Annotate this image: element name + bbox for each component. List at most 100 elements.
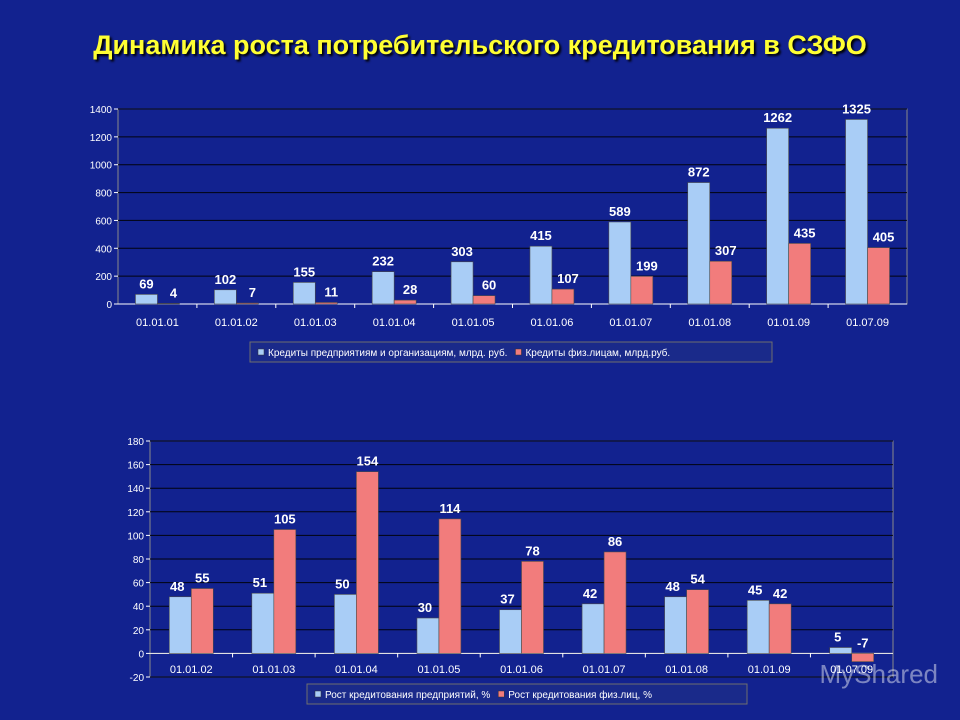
bar-blue — [766, 127, 789, 305]
x-tick-label: 01.01.02 — [170, 664, 213, 676]
y-tick-label: 1000 — [90, 161, 113, 172]
y-tick-label: 60 — [133, 579, 145, 590]
bar-red — [867, 247, 890, 305]
y-tick-label: 80 — [133, 555, 145, 566]
data-label: 42 — [583, 586, 597, 601]
y-tick-label: -20 — [130, 673, 145, 684]
data-label: 1325 — [842, 101, 871, 116]
x-tick-label: 01.01.06 — [531, 317, 574, 329]
data-label: 232 — [372, 254, 394, 269]
bar-blue — [214, 289, 237, 305]
x-tick-label: 01.01.04 — [335, 664, 378, 676]
bar-red — [393, 299, 417, 305]
x-tick-label: 01.07.09 — [830, 664, 873, 676]
data-label: 69 — [139, 276, 153, 291]
bar-red — [236, 302, 259, 305]
y-tick-label: 600 — [95, 216, 112, 227]
bar-red — [438, 518, 462, 654]
y-tick-label: 1400 — [90, 105, 113, 116]
data-label: 55 — [195, 571, 209, 586]
data-label: 86 — [608, 534, 622, 549]
x-tick-label: 01.01.05 — [452, 317, 495, 329]
legend-box — [306, 683, 748, 705]
x-tick-label: 01.01.03 — [294, 317, 337, 329]
data-label: 303 — [451, 244, 473, 259]
bar-blue — [416, 617, 440, 654]
bar-blue — [168, 596, 192, 654]
y-tick-label: 1200 — [90, 133, 113, 144]
y-tick-label: 40 — [133, 602, 145, 613]
data-label: 7 — [249, 285, 256, 300]
x-tick-label: 01.07.09 — [846, 317, 889, 329]
legend-label: Кредиты предприятиям и организациям, млр… — [268, 347, 507, 359]
bar-red — [472, 295, 496, 305]
bar-red — [157, 303, 180, 305]
bar-blue — [450, 261, 474, 305]
bar-blue — [529, 245, 553, 305]
data-label: -7 — [857, 635, 869, 650]
legend-label: Кредиты физ.лицам, млрд.руб. — [525, 347, 670, 359]
data-label: 28 — [403, 282, 417, 297]
y-tick-label: 120 — [127, 508, 144, 519]
bar-red — [788, 243, 811, 305]
data-label: 102 — [214, 272, 236, 287]
data-label: 415 — [530, 228, 552, 243]
bar-blue — [581, 603, 605, 654]
x-tick-label: 01.01.08 — [688, 317, 731, 329]
bar-red — [851, 653, 875, 662]
y-tick-label: 160 — [127, 461, 144, 472]
y-tick-label: 20 — [133, 626, 145, 637]
data-label: 872 — [688, 165, 710, 180]
bar-red — [686, 589, 709, 654]
bar-red — [603, 551, 627, 654]
bar-blue — [371, 271, 395, 305]
data-label: 54 — [690, 572, 705, 587]
data-label: 114 — [439, 501, 461, 516]
y-tick-label: 140 — [127, 484, 144, 495]
y-tick-label: 100 — [127, 531, 144, 542]
data-label: 50 — [335, 576, 349, 591]
data-label: 199 — [636, 258, 658, 273]
data-label: 589 — [609, 204, 631, 219]
data-label: 51 — [253, 575, 267, 590]
x-tick-label: 01.01.09 — [748, 664, 791, 676]
bar-red — [630, 275, 654, 305]
legend-swatch — [498, 690, 505, 698]
x-tick-label: 01.01.07 — [583, 664, 626, 676]
bar-blue — [608, 221, 632, 305]
bar-red — [190, 588, 214, 654]
legend: Рост кредитования предприятий, % Рост кре… — [306, 683, 748, 705]
data-label: 48 — [170, 579, 184, 594]
legend-box — [249, 341, 773, 363]
bar-blue — [499, 609, 522, 654]
bar-red — [273, 529, 297, 654]
legend-label: Рост кредитования физ.лиц, % — [508, 689, 652, 701]
legend-swatch — [257, 348, 265, 356]
data-label: 1262 — [763, 110, 792, 125]
data-label: 4 — [170, 285, 178, 300]
bar-red — [768, 603, 792, 654]
bar-red — [521, 561, 544, 654]
data-label: 48 — [665, 579, 679, 594]
data-label: 154 — [357, 454, 379, 469]
legend-label: Рост кредитования предприятий, % — [325, 690, 490, 701]
data-label: 105 — [274, 512, 296, 527]
data-label: 42 — [773, 586, 787, 601]
bar-blue — [746, 599, 770, 654]
bar-blue — [135, 294, 158, 305]
x-tick-label: 01.01.07 — [609, 317, 652, 329]
data-label: 5 — [834, 630, 841, 645]
data-label: 37 — [500, 592, 514, 607]
y-tick-label: 0 — [106, 300, 112, 311]
data-label: 11 — [324, 284, 338, 299]
data-label: 107 — [557, 271, 579, 286]
x-tick-label: 01.01.02 — [215, 317, 258, 329]
data-label: 435 — [794, 225, 816, 240]
x-tick-label: 01.01.05 — [418, 664, 461, 676]
page-title: Динамика роста потребительского кредитов… — [93, 30, 867, 60]
bar-red — [709, 260, 733, 305]
bar-red — [551, 288, 575, 305]
data-label: 155 — [293, 264, 315, 279]
bar-blue — [687, 182, 711, 305]
